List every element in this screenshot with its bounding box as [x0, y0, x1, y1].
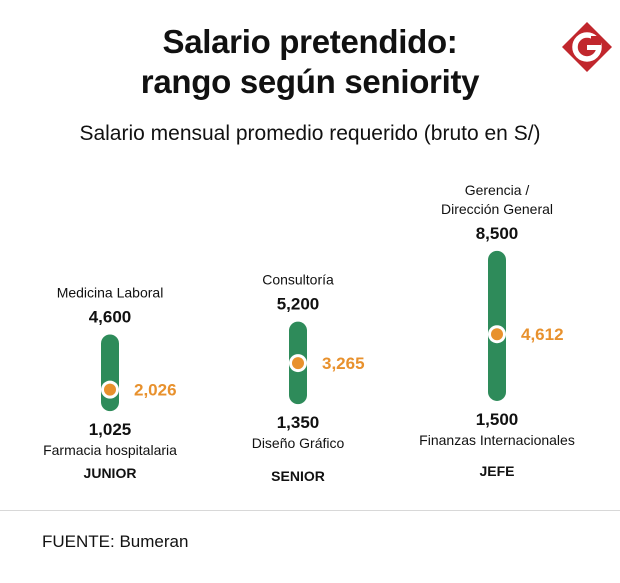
level-label-senior: SENIOR	[271, 468, 325, 484]
g-logo-icon	[560, 20, 614, 74]
min-label-senior: 1,350	[277, 413, 320, 432]
source-note: FUENTE: Bumeran	[42, 532, 189, 551]
range-chart: 2,026 4,600 Medicina Laboral 1,025 Farmacia …	[43, 182, 575, 484]
chart-title: Salario pretendido: rango según seniorit…	[0, 22, 620, 102]
average-marker-jefe	[491, 328, 503, 341]
divider	[0, 510, 620, 511]
chart-subtitle: Salario mensual promedio requerido (brut…	[79, 122, 541, 145]
max-area-label-senior: Consultoría	[262, 272, 334, 288]
max-label-junior: 4,600	[89, 307, 132, 326]
max-label-senior: 5,200	[277, 295, 320, 314]
max-area-label-junior: Medicina Laboral	[57, 284, 164, 300]
max-label-jefe: 8,500	[476, 224, 519, 243]
min-area-label-jefe: Finanzas Internacionales	[419, 432, 575, 448]
min-label-junior: 1,025	[89, 420, 132, 439]
max-area-label-jefe-2: Dirección General	[441, 201, 553, 217]
average-marker-junior	[104, 383, 116, 396]
min-area-label-junior: Farmacia hospitalaria	[43, 442, 177, 458]
level-label-junior: JUNIOR	[84, 465, 137, 481]
level-label-jefe: JEFE	[479, 463, 514, 479]
title-line-2: rango según seniority	[140, 63, 480, 100]
title-line-1: Salario pretendido:	[162, 23, 458, 60]
average-label-junior: 2,026	[134, 381, 177, 400]
average-label-senior: 3,265	[322, 354, 365, 373]
min-area-label-senior: Diseño Gráfico	[252, 435, 345, 451]
min-label-jefe: 1,500	[476, 410, 519, 429]
average-label-jefe: 4,612	[521, 325, 564, 344]
range-bar-junior	[101, 334, 119, 412]
max-area-label-jefe-1: Gerencia /	[465, 182, 530, 198]
average-marker-senior	[292, 357, 304, 370]
